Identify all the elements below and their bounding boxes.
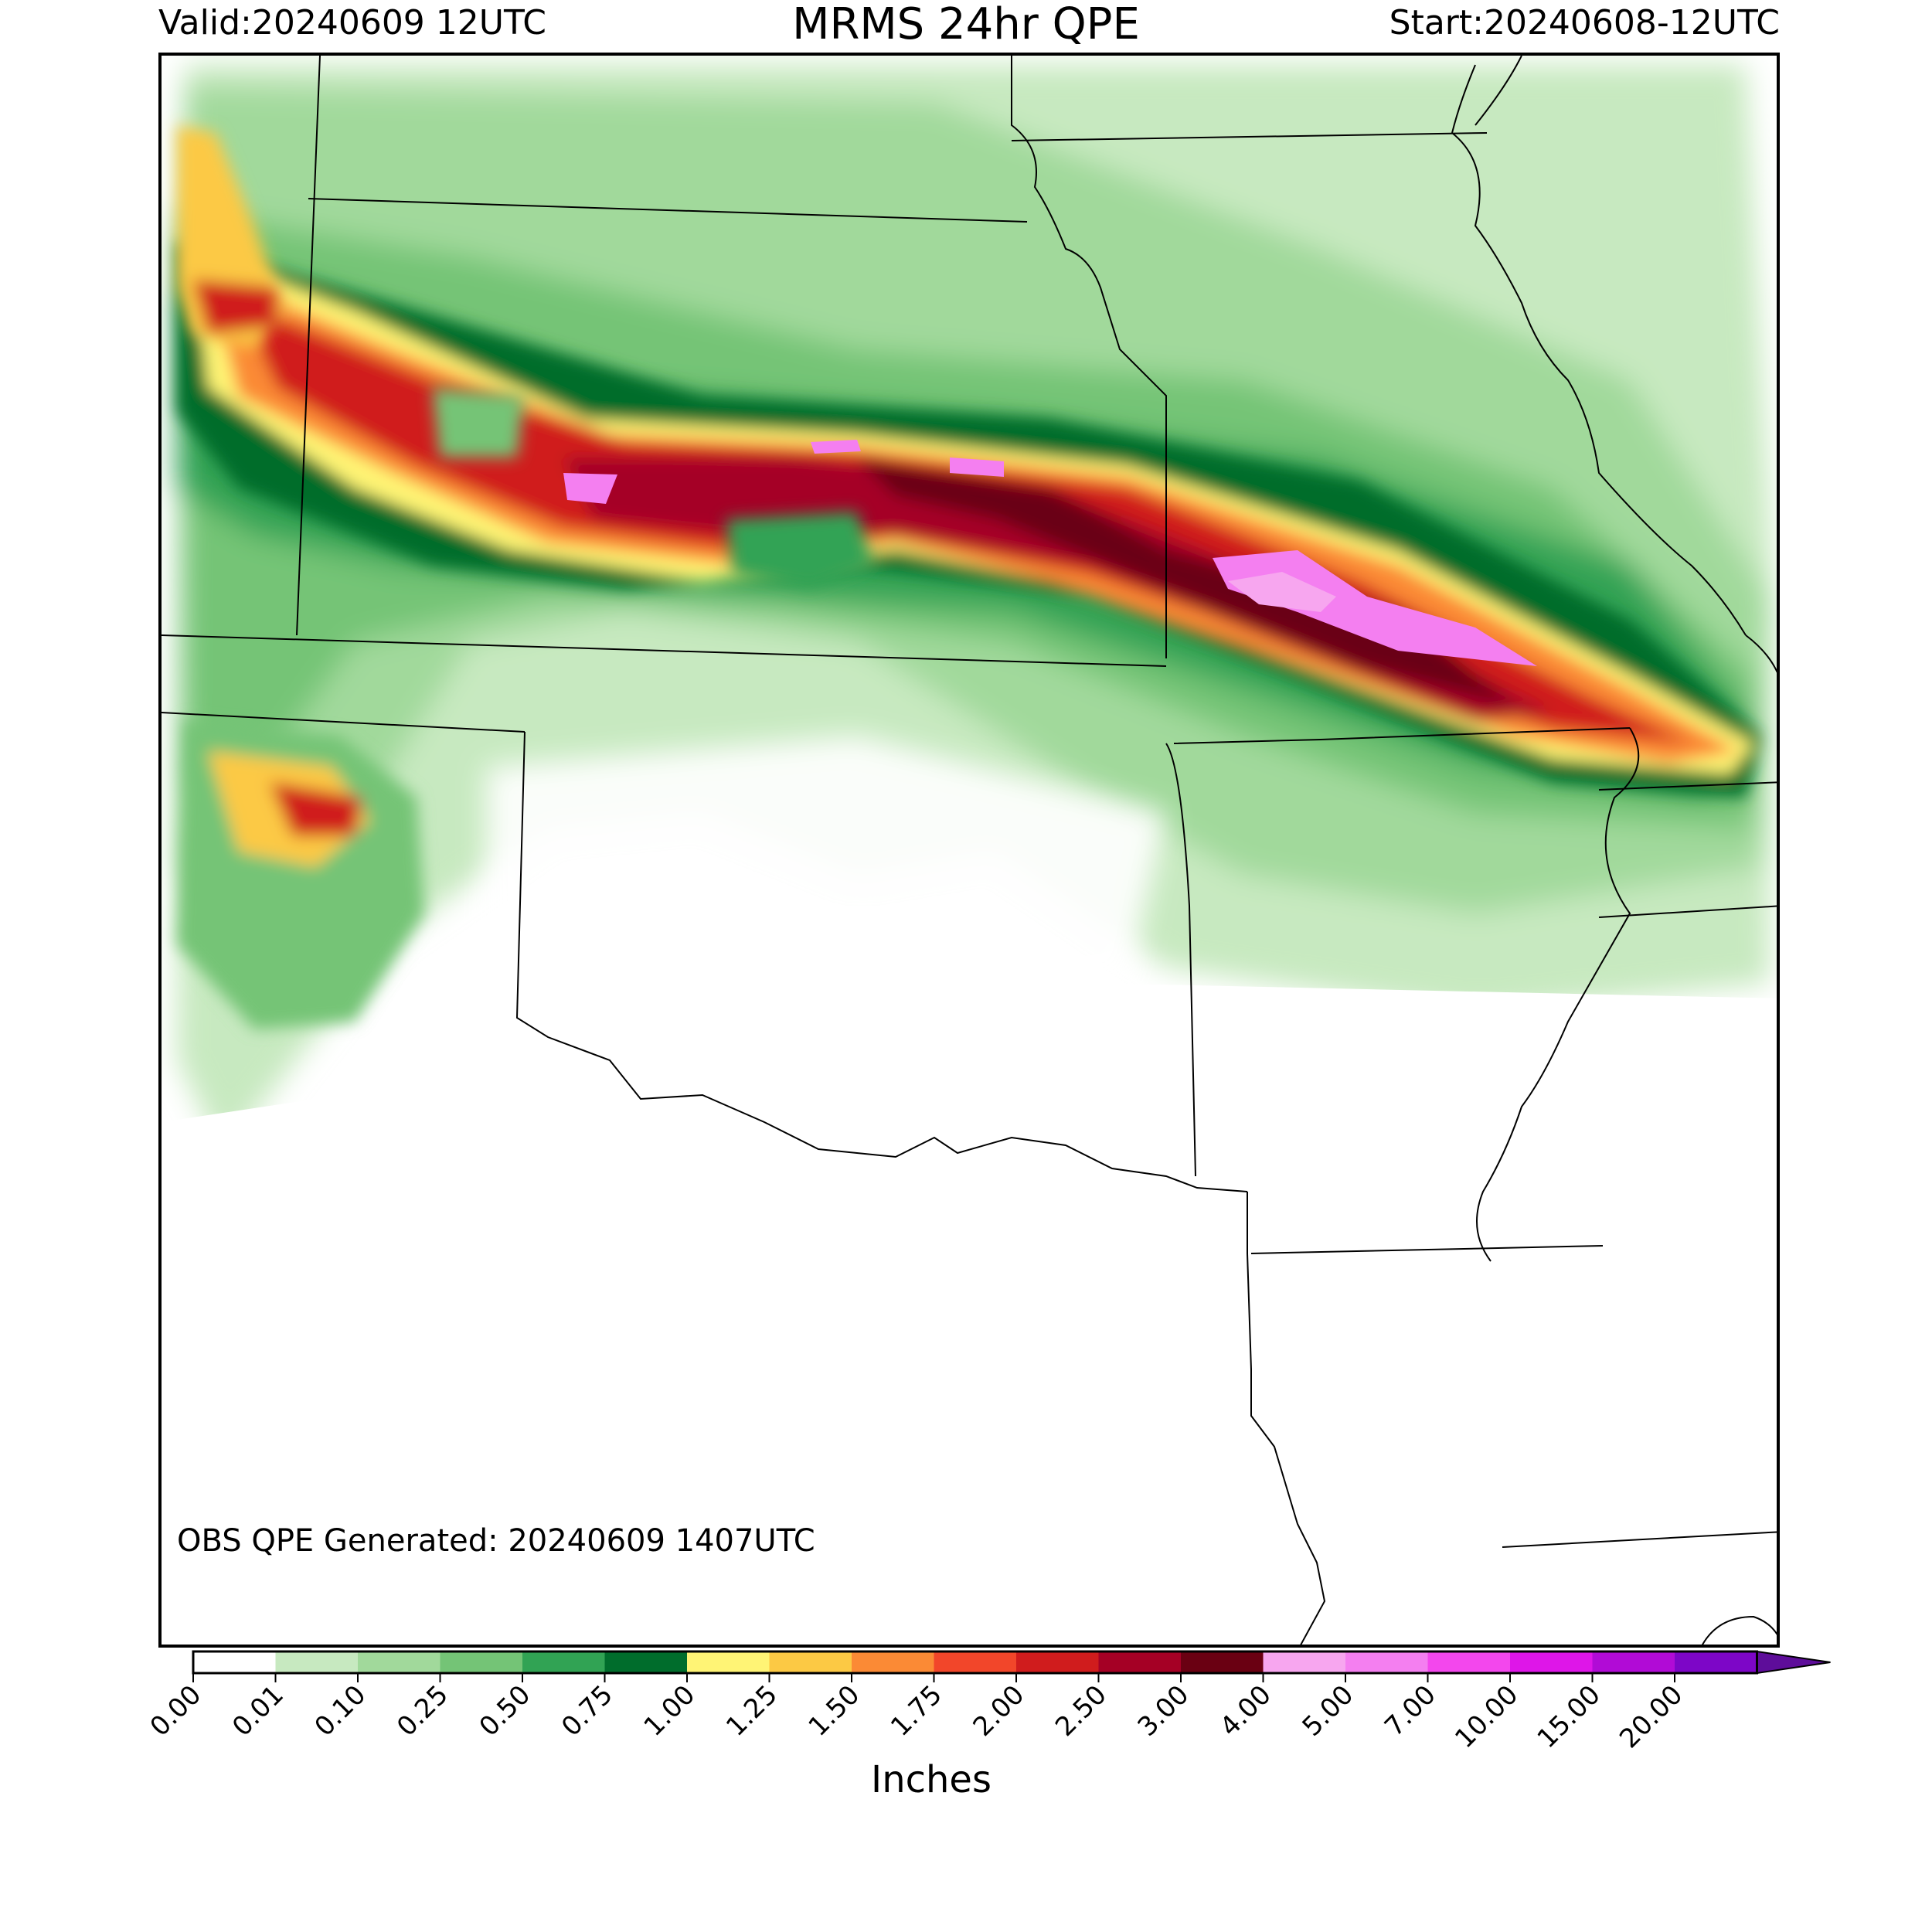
colorbar-tick-label: 0.25 — [391, 1679, 454, 1743]
colorbar-swatch — [852, 1651, 934, 1673]
map-title: MRMS 24hr QPE — [792, 0, 1140, 49]
colorbar-extend-arrow — [1756, 1650, 1831, 1675]
colorbar-swatch — [1098, 1651, 1181, 1673]
generated-note: OBS QPE Generated: 20240609 1407UTC — [177, 1523, 815, 1559]
colorbar-tick-label: 5.00 — [1297, 1679, 1360, 1743]
colorbar-swatch — [1345, 1651, 1428, 1673]
colorbar-tick-label: 4.00 — [1214, 1679, 1277, 1743]
colorbar-swatch — [1510, 1651, 1593, 1673]
map-panel: OBS QPE Generated: 20240609 1407UTC — [158, 53, 1780, 1648]
colorbar-tick-label: 0.00 — [145, 1679, 208, 1743]
colorbar-tick-label: 3.00 — [1132, 1679, 1196, 1743]
colorbar-swatch — [1016, 1651, 1099, 1673]
colorbar-swatch — [1427, 1651, 1510, 1673]
colorbar-label: Inches — [871, 1758, 992, 1801]
colorbar-swatch — [275, 1651, 358, 1673]
colorbar-swatch — [1592, 1651, 1675, 1673]
colorbar-swatch — [604, 1651, 687, 1673]
colorbar-tick-label: 7.00 — [1379, 1679, 1442, 1743]
start-time: Start:20240608-12UTC — [1389, 3, 1780, 43]
colorbar-swatch — [934, 1651, 1016, 1673]
colorbar-tick-label: 10.00 — [1449, 1679, 1524, 1754]
precip-field — [162, 65, 1777, 1645]
colorbar-ticks: 0.00 0.01 0.10 0.25 0.50 0.75 1.00 1.25 1.50 1.75… — [145, 1673, 1689, 1754]
colorbar-swatch — [1675, 1651, 1757, 1673]
colorbar-swatch — [522, 1651, 605, 1673]
colorbar-swatches — [192, 1650, 1831, 1675]
colorbar: 0.00 0.01 0.10 0.25 0.50 0.75 1.00 1.25 1.50 1.75… — [145, 1650, 1831, 1754]
state-borders — [162, 56, 1777, 1645]
colorbar-swatch — [1263, 1651, 1345, 1673]
colorbar-outline — [192, 1650, 1758, 1675]
colorbar-swatch — [440, 1651, 522, 1673]
colorbar-tick-label: 1.50 — [803, 1679, 866, 1743]
colorbar-tick-label: 0.01 — [226, 1679, 290, 1743]
colorbar-tick-label: 2.00 — [968, 1679, 1031, 1743]
colorbar-tick-label: 15.00 — [1532, 1679, 1607, 1754]
precipitation-map: OBS QPE Generated: 20240609 1407UTC — [162, 56, 1777, 1645]
colorbar-tick-label: 0.50 — [474, 1679, 537, 1743]
valid-time: Valid:20240609 12UTC — [158, 3, 547, 43]
colorbar-tick-label: 20.00 — [1614, 1679, 1689, 1754]
colorbar-swatch — [193, 1651, 276, 1673]
colorbar-tick-label: 1.00 — [638, 1679, 702, 1743]
colorbar-tick-label: 0.10 — [309, 1679, 372, 1743]
colorbar-swatch — [1181, 1651, 1264, 1673]
colorbar-tick-label: 1.25 — [720, 1679, 784, 1743]
colorbar-tick-label: 2.50 — [1049, 1679, 1113, 1743]
colorbar-swatch — [687, 1651, 770, 1673]
colorbar-swatch — [358, 1651, 440, 1673]
colorbar-swatch — [769, 1651, 852, 1673]
colorbar-tick-label: 0.75 — [556, 1679, 619, 1743]
colorbar-tick-label: 1.75 — [885, 1679, 948, 1743]
